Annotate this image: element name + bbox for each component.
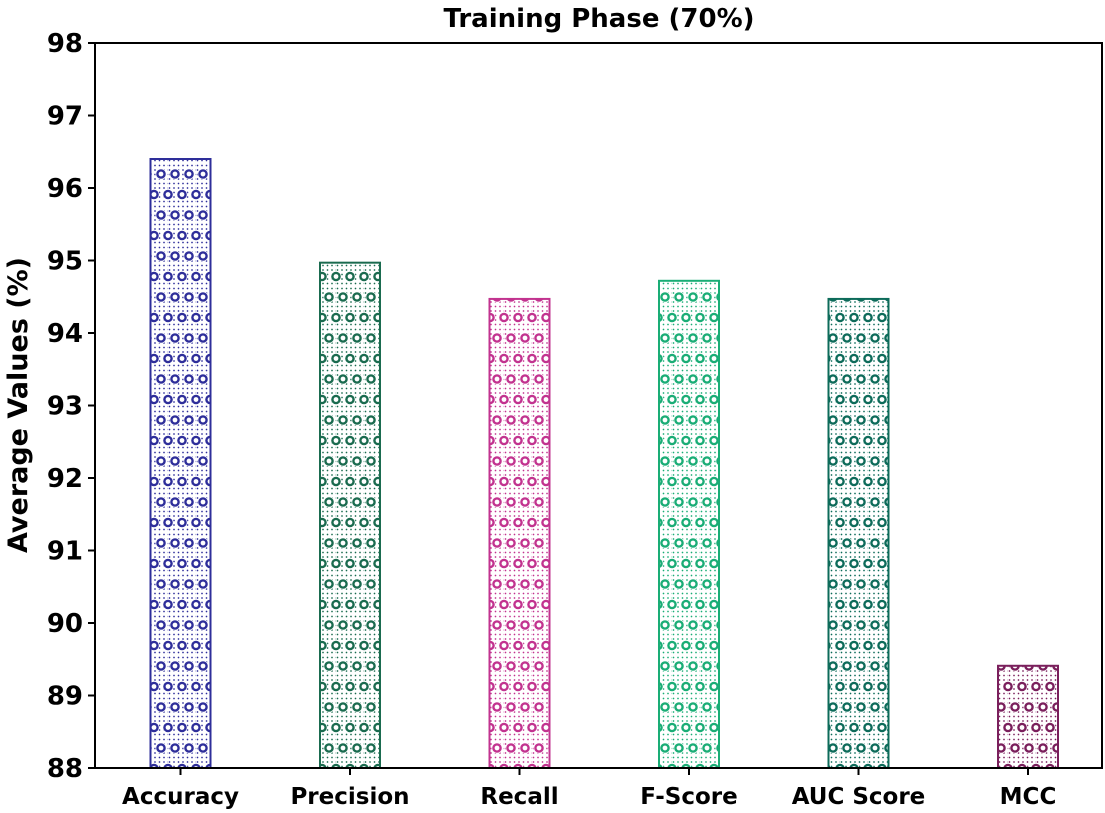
x-tick-label: MCC bbox=[1000, 784, 1057, 810]
bar-auc-score bbox=[827, 297, 890, 769]
y-tick-label: 91 bbox=[47, 537, 83, 567]
x-tick-label: Accuracy bbox=[122, 784, 239, 810]
y-tick-label: 88 bbox=[47, 754, 83, 784]
y-tick-label: 89 bbox=[47, 682, 83, 712]
bar-mcc bbox=[997, 664, 1059, 770]
y-tick-label: 92 bbox=[47, 464, 83, 494]
x-axis-ticks: Accuracy Precision Recall F-Score AUC Score M… bbox=[122, 768, 1056, 810]
y-tick-label: 95 bbox=[47, 247, 83, 277]
bar-precision bbox=[319, 261, 381, 769]
bar-recall bbox=[488, 297, 551, 769]
x-tick-label: Precision bbox=[290, 784, 409, 810]
y-tick-label: 90 bbox=[47, 609, 83, 639]
bar-accuracy bbox=[149, 158, 212, 769]
x-tick-label: F-Score bbox=[640, 784, 738, 810]
x-tick-label: AUC Score bbox=[792, 784, 926, 810]
y-tick-label: 93 bbox=[47, 392, 83, 422]
x-tick-label: Recall bbox=[480, 784, 558, 810]
y-axis-ticks: 88 89 90 91 92 93 94 95 96 97 98 bbox=[47, 29, 95, 784]
y-tick-label: 97 bbox=[47, 102, 83, 132]
y-tick-label: 96 bbox=[47, 174, 83, 204]
y-axis-label: Average Values (%) bbox=[3, 257, 34, 553]
plot-frame bbox=[94, 42, 1103, 769]
bars bbox=[149, 158, 1059, 770]
y-tick-label: 98 bbox=[47, 29, 83, 59]
y-tick-label: 94 bbox=[47, 319, 83, 349]
chart-title: Training Phase (70%) bbox=[443, 4, 754, 34]
bar-f-score bbox=[658, 279, 720, 769]
